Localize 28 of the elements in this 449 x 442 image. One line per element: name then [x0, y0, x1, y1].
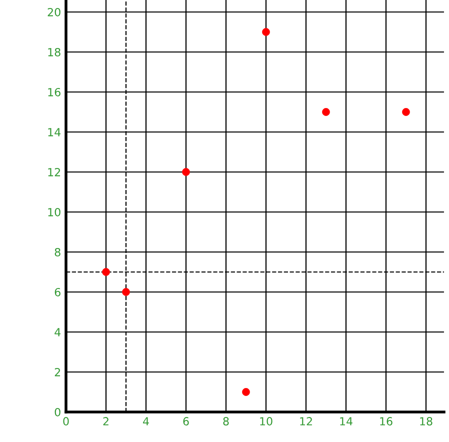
point — [402, 108, 410, 116]
x-tick-label: 10 — [260, 417, 272, 426]
y-tick-label: 12 — [48, 168, 60, 176]
y-tick-label: 0 — [54, 408, 60, 416]
y-tick-label: 18 — [48, 48, 60, 56]
y-tick-label: 10 — [48, 208, 60, 216]
x-tick-label: 6 — [183, 417, 189, 426]
point — [182, 168, 190, 176]
x-tick-label: 4 — [143, 417, 149, 426]
x-tick-label: 12 — [300, 417, 312, 426]
x-tick-label: 16 — [380, 417, 392, 426]
y-tick-label: 8 — [54, 248, 60, 256]
y-tick-label: 14 — [48, 128, 61, 136]
point — [102, 268, 110, 276]
point — [242, 388, 250, 396]
x-tick-label: 8 — [223, 417, 229, 426]
point — [262, 28, 270, 36]
x-tick-label: 18 — [420, 417, 432, 426]
y-tick-label: 6 — [54, 288, 60, 296]
y-tick-label: 20 — [48, 8, 60, 16]
y-tick-label: 2 — [54, 368, 60, 376]
y-tick-label: 16 — [48, 88, 60, 96]
point — [322, 108, 330, 116]
x-tick-label: 14 — [340, 417, 352, 426]
x-tick-label: 0 — [63, 417, 69, 426]
point — [122, 288, 130, 296]
x-tick-label: 2 — [103, 417, 108, 426]
y-tick-label: 4 — [54, 328, 61, 336]
